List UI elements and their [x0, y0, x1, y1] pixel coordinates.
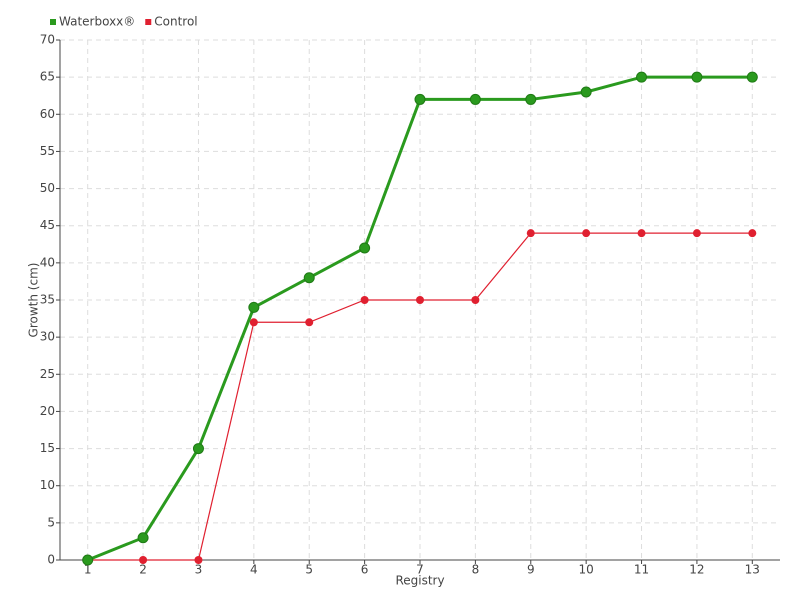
data-point [525, 93, 537, 105]
data-point [303, 272, 315, 284]
y-tick-label: 55 [40, 144, 55, 158]
x-tick-label: 12 [689, 563, 704, 577]
y-tick-label: 15 [40, 441, 55, 455]
data-point [471, 296, 480, 304]
y-tick-label: 35 [40, 293, 55, 307]
data-point [137, 532, 149, 544]
data-point [526, 229, 535, 238]
legend-swatch [145, 19, 152, 25]
y-tick-label: 70 [40, 33, 55, 47]
x-tick-label: 3 [195, 563, 203, 577]
data-point [636, 71, 648, 83]
x-axis-label: Registry [395, 574, 444, 588]
data-point [359, 242, 371, 254]
y-tick-label: 30 [40, 330, 55, 344]
x-tick-label: 4 [250, 563, 258, 577]
data-point [249, 318, 258, 327]
data-point [469, 93, 481, 105]
legend-label: Control [154, 15, 197, 29]
x-tick-label: 8 [472, 563, 480, 577]
y-tick-label: 25 [40, 367, 55, 381]
legend-label: Waterboxx® [59, 15, 135, 29]
y-tick-label: 20 [40, 404, 55, 418]
y-tick-label: 10 [40, 478, 55, 492]
y-tick-label: 5 [47, 515, 55, 529]
data-point [139, 556, 148, 564]
y-tick-label: 50 [40, 181, 55, 195]
x-tick-label: 5 [305, 563, 313, 577]
x-tick-label: 9 [527, 563, 535, 577]
y-tick-label: 65 [40, 70, 55, 84]
x-tick-label: 1 [84, 563, 92, 577]
x-tick-label: 7 [416, 563, 424, 577]
x-tick-label: 13 [745, 563, 760, 577]
data-point [414, 93, 426, 105]
data-point [305, 318, 314, 327]
y-tick-label: 45 [40, 218, 55, 232]
data-point [691, 71, 703, 83]
y-tick-label: 40 [40, 255, 55, 269]
x-tick-label: 6 [361, 563, 369, 577]
data-point [194, 556, 203, 564]
data-point [637, 229, 646, 238]
data-point [746, 71, 758, 83]
x-tick-label: 2 [139, 563, 147, 577]
data-point [692, 229, 701, 238]
data-point [248, 301, 260, 313]
y-tick-label: 0 [47, 553, 55, 567]
x-tick-label: 10 [579, 563, 594, 577]
legend-swatch [50, 19, 56, 25]
data-point [192, 443, 204, 455]
data-point [580, 86, 592, 98]
y-tick-label: 60 [40, 107, 55, 121]
data-point [82, 554, 94, 566]
x-tick-label: 11 [634, 563, 649, 577]
data-point [360, 296, 369, 304]
y-axis-label: Growth (cm) [27, 263, 41, 338]
data-point [748, 229, 757, 238]
data-point [416, 296, 424, 304]
data-point [582, 229, 591, 238]
